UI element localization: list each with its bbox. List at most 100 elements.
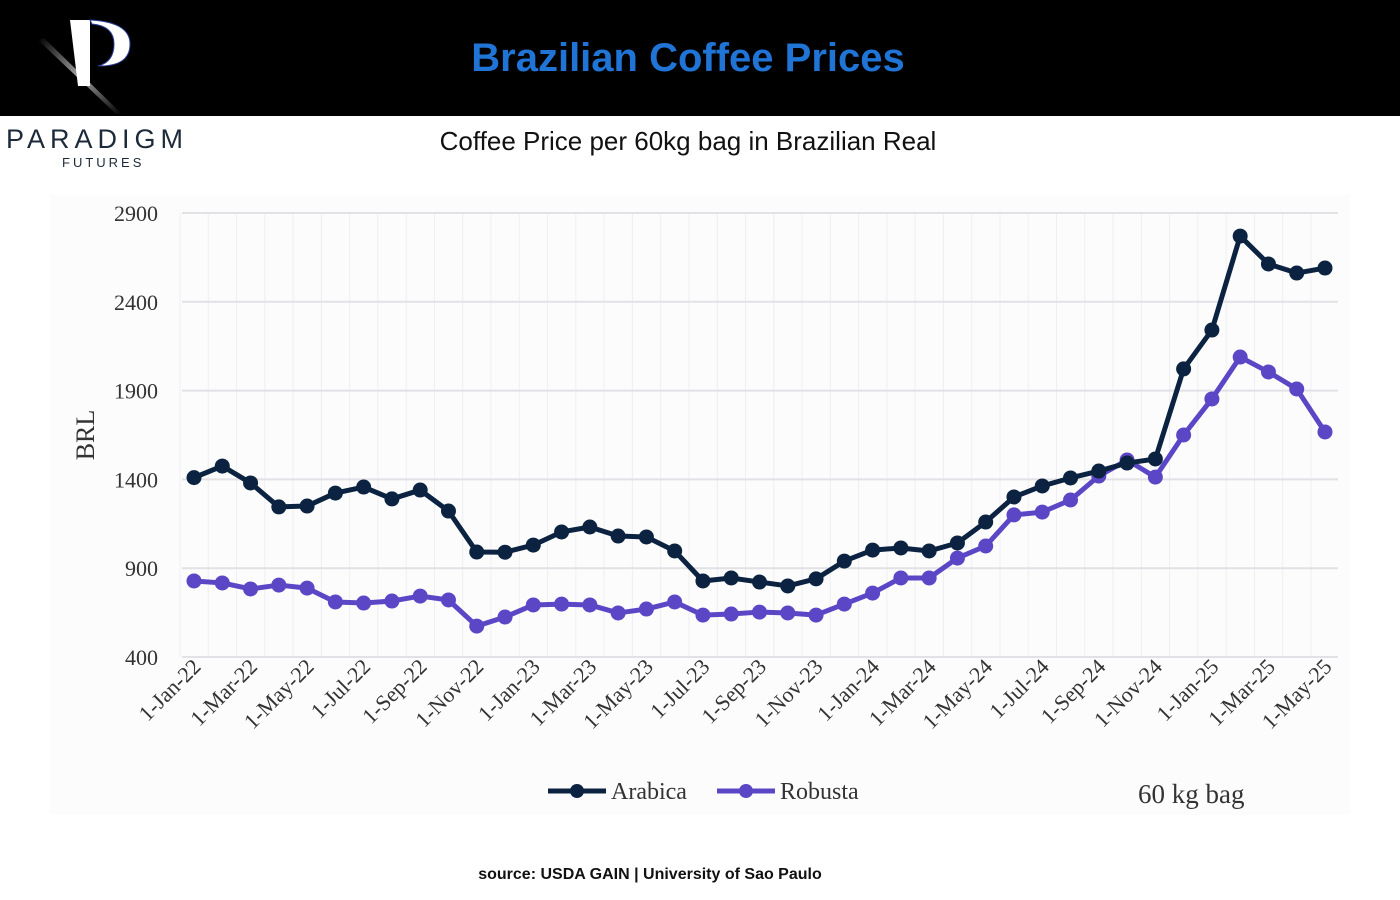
point-robusta bbox=[186, 573, 202, 589]
point-robusta bbox=[1006, 507, 1022, 523]
point-robusta bbox=[525, 597, 541, 613]
point-arabica bbox=[1289, 265, 1305, 281]
point-arabica bbox=[582, 519, 598, 535]
point-arabica bbox=[893, 540, 909, 556]
point-robusta bbox=[752, 604, 767, 620]
point-arabica bbox=[1091, 463, 1107, 479]
legend: Arabica Robusta bbox=[548, 779, 859, 805]
legend-label-arabica: Arabica bbox=[611, 779, 687, 805]
point-robusta bbox=[554, 596, 570, 612]
point-arabica bbox=[978, 514, 994, 530]
point-robusta bbox=[271, 577, 287, 593]
point-arabica bbox=[412, 482, 428, 498]
series-robusta bbox=[186, 349, 1333, 634]
point-arabica bbox=[723, 570, 739, 586]
point-arabica bbox=[780, 578, 796, 594]
brand-subtitle: FUTURES bbox=[62, 155, 145, 170]
point-robusta bbox=[243, 581, 259, 597]
point-robusta bbox=[921, 570, 937, 586]
point-robusta bbox=[327, 594, 343, 610]
point-robusta bbox=[836, 596, 852, 612]
point-robusta bbox=[356, 595, 372, 611]
legend-item-robusta: Robusta bbox=[717, 779, 859, 805]
point-arabica bbox=[243, 475, 259, 491]
point-robusta bbox=[949, 550, 965, 566]
y-tick-label: 400 bbox=[125, 645, 158, 670]
point-robusta bbox=[299, 580, 315, 596]
point-arabica bbox=[440, 503, 456, 519]
chart-title: Coffee Price per 60kg bag in Brazilian R… bbox=[439, 126, 937, 156]
point-robusta bbox=[978, 538, 994, 554]
point-robusta bbox=[808, 607, 824, 623]
header-bar bbox=[0, 0, 1400, 116]
y-tick-label: 2400 bbox=[114, 290, 158, 315]
point-arabica bbox=[271, 499, 287, 515]
point-arabica bbox=[921, 543, 937, 559]
page-title: Brazilian Coffee Prices bbox=[471, 36, 905, 80]
point-robusta bbox=[610, 605, 626, 621]
grid bbox=[179, 212, 1338, 658]
point-robusta bbox=[1063, 492, 1079, 508]
point-robusta bbox=[1289, 381, 1305, 397]
point-robusta bbox=[214, 575, 230, 591]
point-robusta bbox=[384, 593, 400, 609]
legend-marker-arabica bbox=[570, 784, 584, 798]
legend-label-robusta: Robusta bbox=[780, 779, 859, 805]
legend-marker-robusta bbox=[739, 784, 753, 798]
point-arabica bbox=[497, 544, 513, 560]
point-arabica bbox=[1119, 455, 1135, 471]
point-robusta bbox=[1260, 364, 1276, 380]
point-arabica bbox=[299, 498, 315, 514]
point-arabica bbox=[469, 544, 485, 560]
paradigm-logo-mark bbox=[38, 19, 131, 114]
point-arabica bbox=[327, 485, 343, 501]
y-axis-label: BRL bbox=[71, 410, 100, 461]
point-arabica bbox=[186, 470, 202, 486]
series-group bbox=[186, 228, 1333, 634]
point-robusta bbox=[440, 592, 456, 608]
point-robusta bbox=[1147, 469, 1163, 485]
point-arabica bbox=[356, 479, 372, 495]
legend-item-arabica: Arabica bbox=[548, 779, 687, 805]
point-robusta bbox=[667, 594, 683, 610]
point-arabica bbox=[1006, 489, 1022, 505]
y-tick-label: 900 bbox=[125, 556, 158, 581]
point-robusta bbox=[780, 605, 796, 621]
point-arabica bbox=[384, 491, 400, 507]
point-arabica bbox=[214, 458, 230, 474]
point-robusta bbox=[582, 597, 598, 613]
point-arabica bbox=[865, 542, 881, 558]
point-arabica bbox=[1034, 478, 1050, 494]
point-arabica bbox=[554, 524, 570, 540]
point-arabica bbox=[667, 543, 683, 559]
point-arabica bbox=[752, 574, 767, 590]
unit-annotation: 60 kg bag bbox=[1138, 779, 1244, 809]
point-arabica bbox=[1063, 470, 1079, 486]
brand-name: PARADIGM bbox=[6, 124, 189, 154]
point-robusta bbox=[1034, 504, 1050, 520]
point-arabica bbox=[1232, 228, 1248, 244]
source-note: source: USDA GAIN | University of Sao Pa… bbox=[478, 866, 822, 883]
point-robusta bbox=[412, 588, 428, 604]
point-arabica bbox=[1147, 451, 1163, 467]
y-tick-label: 1900 bbox=[114, 379, 158, 404]
point-arabica bbox=[695, 573, 711, 589]
point-arabica bbox=[1317, 260, 1333, 276]
point-robusta bbox=[865, 585, 881, 601]
chart-background bbox=[50, 195, 1350, 815]
point-robusta bbox=[695, 607, 711, 623]
point-robusta bbox=[723, 606, 739, 622]
point-robusta bbox=[497, 609, 513, 625]
point-robusta bbox=[893, 570, 909, 586]
point-robusta bbox=[638, 601, 654, 617]
point-arabica bbox=[1176, 361, 1192, 377]
y-tick-label: 2900 bbox=[114, 201, 158, 226]
point-arabica bbox=[1260, 256, 1276, 272]
point-arabica bbox=[808, 571, 824, 587]
point-robusta bbox=[1317, 424, 1333, 440]
point-robusta bbox=[1176, 427, 1192, 443]
point-arabica bbox=[949, 535, 965, 551]
point-robusta bbox=[1232, 349, 1248, 365]
point-arabica bbox=[638, 529, 654, 545]
